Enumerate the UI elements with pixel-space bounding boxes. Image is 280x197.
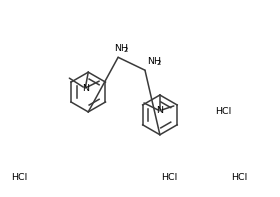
Text: HCl: HCl: [161, 173, 177, 182]
Text: 2: 2: [123, 47, 128, 53]
Text: NH: NH: [147, 57, 161, 66]
Text: N: N: [82, 84, 89, 93]
Text: HCl: HCl: [232, 173, 248, 182]
Text: HCl: HCl: [216, 107, 232, 116]
Text: HCl: HCl: [11, 173, 27, 182]
Text: 2: 2: [157, 60, 161, 66]
Text: N: N: [157, 106, 164, 115]
Text: NH: NH: [114, 44, 128, 53]
